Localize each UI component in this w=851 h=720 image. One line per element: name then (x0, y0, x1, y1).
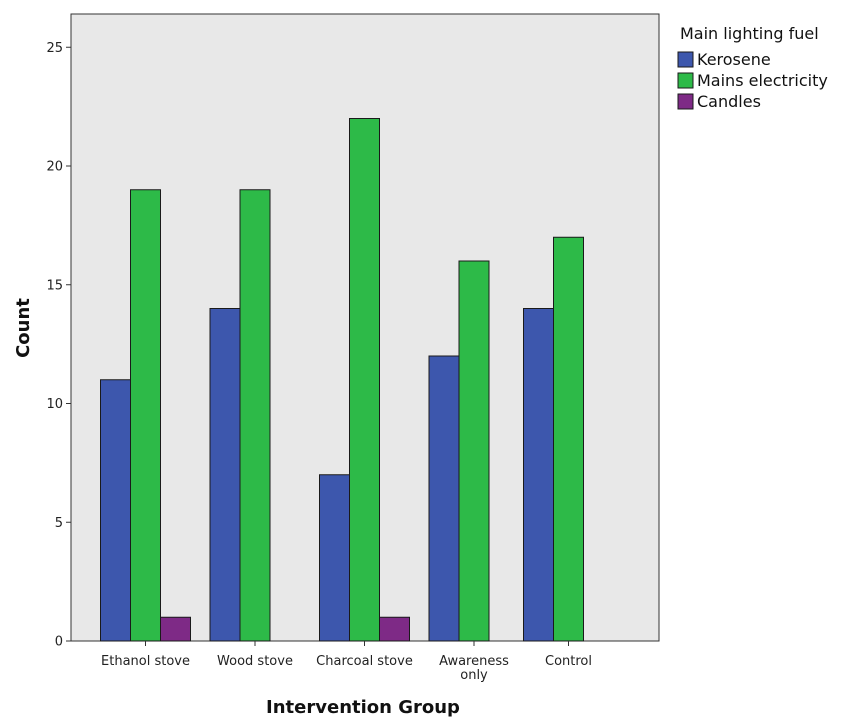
y-tick-label: 15 (46, 278, 63, 293)
bar-kerosene (100, 379, 131, 642)
bar-candles (379, 616, 410, 642)
bar-mains-electricity (349, 118, 380, 642)
legend-label: Mains electricity (697, 71, 828, 90)
bar-kerosene (209, 308, 241, 642)
x-axis-title: Intervention Group (266, 697, 460, 718)
y-axis: 0 5 10 15 20 25 (46, 41, 71, 650)
legend-swatch (677, 72, 694, 89)
bar-mains-electricity (239, 189, 271, 642)
y-tick-label: 25 (46, 41, 63, 56)
legend-swatch (677, 93, 694, 110)
y-tick-label: 0 (55, 635, 63, 650)
x-tick-label: Wood stove (217, 654, 293, 669)
y-tick-label: 5 (55, 516, 63, 531)
legend: Main lighting fuel Kerosene Mains electri… (677, 24, 828, 111)
x-axis: Ethanol stove Wood stove Charcoal stove Awa… (101, 641, 592, 683)
bar-mains-electricity (458, 260, 490, 642)
bar-kerosene (428, 355, 460, 642)
legend-label: Kerosene (697, 50, 771, 69)
x-tick-label: only (460, 668, 488, 683)
legend-swatch (677, 51, 694, 68)
y-axis-title: Count (13, 298, 34, 358)
x-tick-label: Ethanol stove (101, 654, 190, 669)
x-tick-label: Awareness (439, 654, 509, 669)
legend-label: Candles (697, 92, 761, 111)
legend-items: Kerosene Mains electricity Candles (677, 50, 828, 111)
y-tick-label: 10 (46, 397, 63, 412)
bar-mains-electricity (130, 189, 161, 642)
x-tick-label: Charcoal stove (316, 654, 413, 669)
y-tick-label: 20 (46, 160, 63, 175)
bar-kerosene (523, 308, 554, 642)
bars-layer (100, 118, 584, 642)
x-tick-label: Control (545, 654, 592, 669)
legend-title: Main lighting fuel (680, 24, 819, 43)
bar-candles (160, 616, 191, 642)
bar-mains-electricity (553, 236, 584, 642)
bar-kerosene (319, 474, 350, 642)
